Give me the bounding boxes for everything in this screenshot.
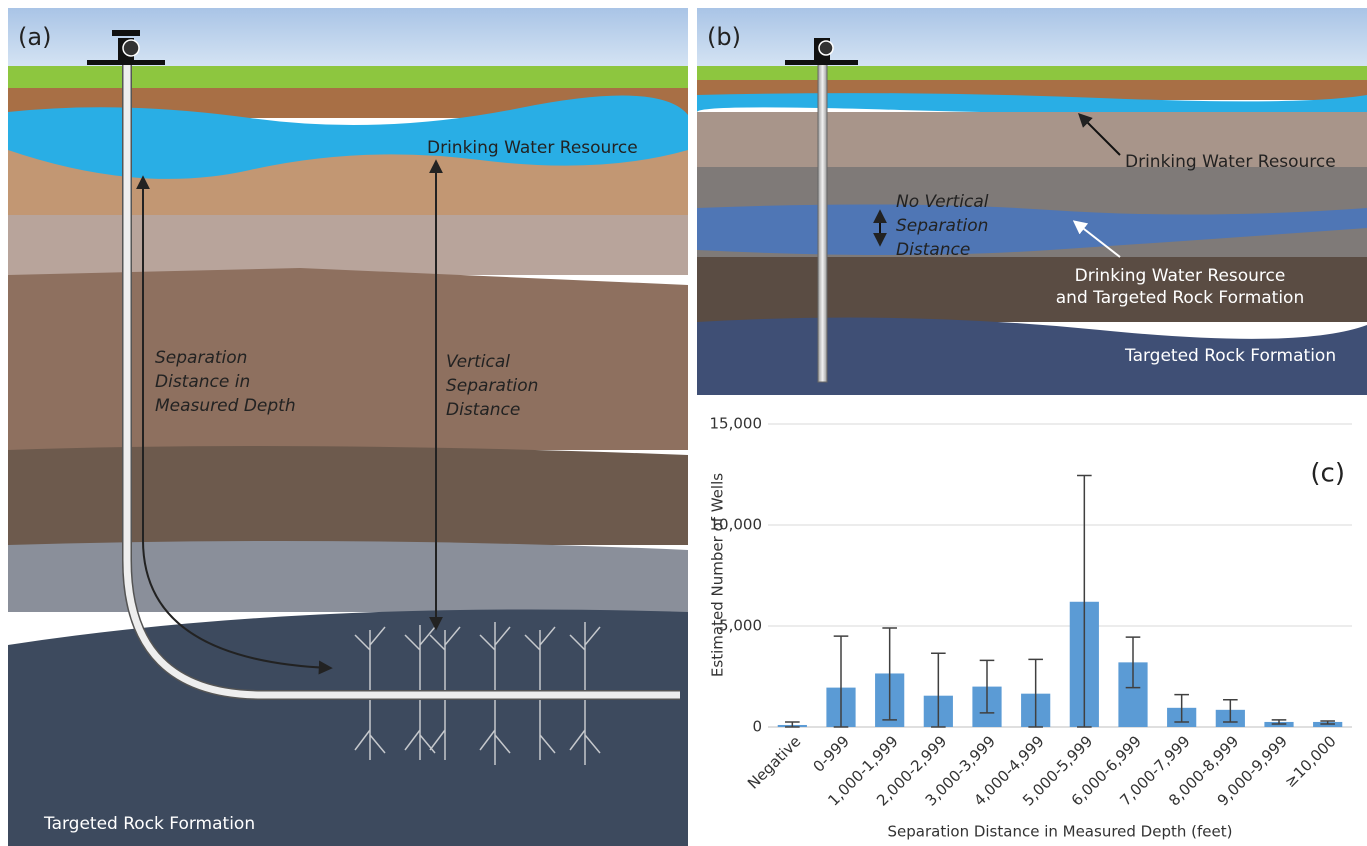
y-tick-label: 0 <box>752 718 762 736</box>
panel-label: (c) <box>1310 459 1345 489</box>
target-label: Targeted Rock Formation <box>1124 346 1336 366</box>
x-tick-label: ≥10,000 <box>1281 732 1340 791</box>
both-label: Drinking Water Resource <box>1075 266 1286 286</box>
measured-depth-label: Measured Depth <box>155 396 296 416</box>
target-label: Targeted Rock Formation <box>43 814 255 834</box>
error-bar <box>1223 698 1238 723</box>
vertical-label: Vertical <box>446 352 510 372</box>
vertical-label: Separation <box>446 376 538 396</box>
y-tick-label: 5,000 <box>719 617 762 635</box>
y-axis-label: Estimated Number of Wells <box>709 473 727 677</box>
both-label: and Targeted Rock Formation <box>1056 288 1304 308</box>
error-bar <box>1271 719 1287 725</box>
error-bar <box>833 635 849 728</box>
measured-depth-label: Separation <box>155 348 247 368</box>
error-bar <box>931 652 946 728</box>
error-bar <box>979 659 995 714</box>
error-bar <box>882 627 897 721</box>
panel-b: (b) Drinking Water Resource No Vertical … <box>697 8 1367 395</box>
error-bar <box>1028 658 1043 728</box>
no-vertical-label: No Vertical <box>896 192 989 212</box>
panel-label: (a) <box>18 23 51 51</box>
bar-chart: (c) Estimated Number of Wells Separation… <box>709 415 1352 841</box>
error-bar <box>1320 720 1335 725</box>
water-label: Drinking Water Resource <box>427 138 638 158</box>
no-vertical-label: Separation <box>896 216 988 236</box>
measured-depth-label: Distance in <box>155 372 250 392</box>
error-bar <box>1125 636 1141 689</box>
x-tick-label: Negative <box>744 732 804 792</box>
panel-a: (a) Drinking Water Resource Separation D… <box>8 8 688 846</box>
error-bar <box>1077 474 1092 728</box>
error-bar <box>1174 693 1189 723</box>
vertical-label: Distance <box>446 400 520 420</box>
error-bar <box>785 721 800 728</box>
no-vertical-label: Distance <box>896 240 970 260</box>
water-label: Drinking Water Resource <box>1125 152 1336 172</box>
y-tick-label: 10,000 <box>710 516 763 534</box>
x-tick-label: 0-999 <box>809 732 853 776</box>
y-tick-label: 15,000 <box>710 415 763 433</box>
panel-label: (b) <box>707 23 741 51</box>
x-axis-label: Separation Distance in Measured Depth (f… <box>888 823 1233 841</box>
